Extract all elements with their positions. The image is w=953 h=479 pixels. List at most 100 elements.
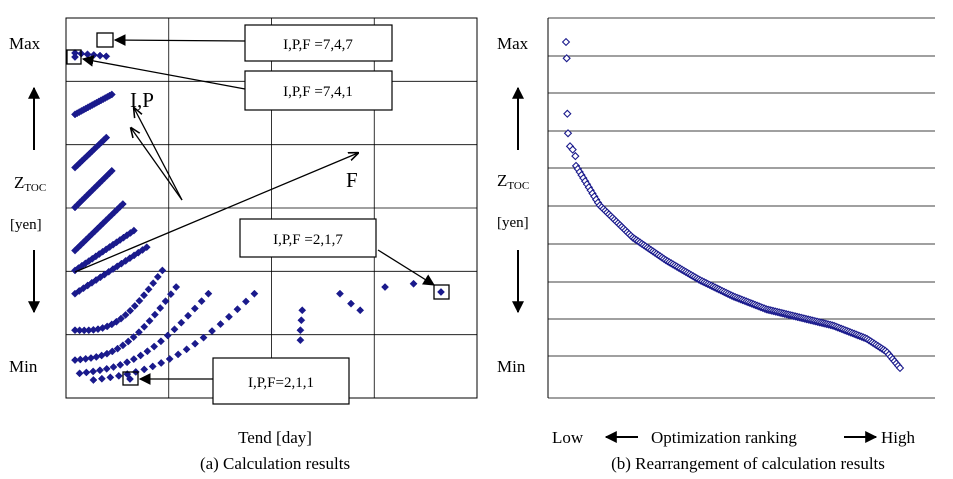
panel-b-ylabel-symbol: ZTOC (497, 171, 529, 192)
panel-a-point-23 (107, 90, 116, 99)
panel-a-point-71 (118, 200, 127, 208)
f-arrow (74, 153, 358, 273)
annotation-box-741 (244, 70, 393, 111)
panel-b-xlabel-low: Low (552, 428, 584, 447)
panel-b-xlabel-high: High (881, 428, 916, 447)
annotation-box-217 (239, 218, 377, 258)
arrow-217 (377, 249, 435, 286)
panel-a-point-180 (191, 339, 200, 348)
panel-a-ylabel-symbol: ZTOC (14, 173, 46, 194)
panel-a-ylabel-unit: [yen] (10, 217, 42, 233)
panel-a-xlabel: Tend [day] (238, 428, 312, 447)
panel-a-point-217 (437, 288, 445, 296)
panel-a-point-188 (296, 336, 305, 345)
panel-a-point-159 (150, 342, 159, 351)
panel-a-point-181 (199, 333, 208, 342)
panel-a-point-182 (208, 327, 216, 336)
panel-a-point-134 (103, 349, 111, 358)
annotation-211: I,P,F=2,1,1 (248, 375, 314, 391)
panel-a-point-107 (142, 243, 151, 252)
panel-a-point-154 (116, 360, 125, 369)
panel-a-point-89 (129, 226, 138, 235)
panel-b-point-2 (563, 109, 572, 118)
panel-a-point-183 (216, 320, 225, 329)
panel-a-point-142 (145, 316, 154, 325)
panel-a-point-190 (297, 316, 306, 325)
panel-a-point-120 (126, 306, 135, 315)
panel-a-point-184 (225, 312, 233, 321)
ip-arrow-upper (134, 108, 183, 201)
panel-a-point-193 (347, 299, 355, 308)
highlight-box-741 (66, 49, 82, 65)
panel-a-point-145 (161, 297, 170, 306)
panel-a-point-4 (96, 51, 104, 60)
panel-a-point-187 (250, 289, 259, 298)
panel-a-point-3 (89, 51, 98, 59)
panel-a-point-175 (148, 362, 157, 371)
panel-a-point-119 (121, 310, 130, 319)
panel-a-point-143 (150, 310, 159, 319)
panel-a-point-121 (130, 302, 139, 310)
panel-a-point-165 (190, 304, 199, 313)
panel-a-points (71, 49, 445, 384)
panel-b-points (561, 37, 905, 373)
arrow-747 (113, 34, 246, 46)
panel-b-ylabel-sub: TOC (507, 180, 529, 192)
panel-a-point-170 (106, 373, 115, 382)
panel-a-point-151 (95, 366, 104, 375)
panel-a-point-185 (233, 305, 242, 314)
panel-b-caption: (b) Rearrangement of calculation results (611, 454, 885, 473)
panel-a-point-189 (296, 326, 305, 335)
panel-b-grid (547, 17, 935, 399)
panel-a-point-160 (156, 337, 165, 346)
panel-a-ymax-label: Max (9, 34, 41, 53)
panel-a-caption: (a) Calculation results (200, 454, 350, 473)
panel-a-point-149 (82, 368, 91, 377)
panel-a-point-135 (108, 347, 117, 356)
panel-a-point-144 (156, 304, 165, 313)
panel-a-point-125 (149, 279, 158, 288)
annotation-box-211 (212, 357, 350, 405)
highlight-box-217 (433, 284, 450, 300)
panel-a-point-172 (123, 370, 132, 379)
panel-b-ymax-label: Max (497, 34, 529, 53)
panel-a: Max Min ZTOC [yen] Tend [day] (a) Calcul… (9, 17, 478, 473)
panel-a-point-178 (174, 350, 183, 359)
panel-a-point-2 (83, 50, 92, 59)
panel-a-point-150 (89, 367, 98, 376)
panel-a-point-117 (112, 317, 121, 326)
panel-a-ylabel-z: Z (14, 173, 24, 192)
panel-b-ylabel-unit: [yen] (497, 215, 529, 231)
panel-b-point-6 (571, 151, 580, 161)
panel-a-point-194 (356, 306, 365, 315)
panel-a-point-141 (140, 322, 149, 331)
panel-a-point-124 (144, 285, 153, 294)
panel-a-point-53 (107, 166, 116, 175)
panel-b-point-1 (562, 54, 571, 63)
panel-a-point-174 (140, 365, 149, 374)
arrow-741 (81, 55, 246, 90)
annotation-box-747 (244, 24, 393, 62)
panel-a-point-156 (129, 355, 138, 364)
panel-a-point-741 (71, 53, 79, 61)
panel-b-point-184 (895, 363, 905, 373)
panel-a-point-127 (158, 266, 167, 275)
panel-a-point-171 (114, 371, 123, 380)
highlight-box-747 (96, 32, 114, 48)
panel-a-point-126 (153, 272, 162, 281)
panel-a-point-5 (102, 52, 111, 61)
annotation-747: I,P,F =7,4,7 (283, 37, 353, 53)
panel-a-point-164 (184, 311, 193, 320)
panel-b-ylabel-z: Z (497, 171, 507, 190)
panel-a-point-118 (117, 314, 125, 323)
panel-a-point-158 (143, 347, 152, 356)
panel-a-point-152 (102, 364, 111, 373)
panel-a-point-192 (336, 289, 344, 298)
panel-a-point-191 (298, 306, 307, 315)
panel-b-ymin-label: Min (497, 357, 526, 376)
panel-a-point-122 (135, 296, 144, 305)
panel-a-point-148 (75, 369, 84, 378)
panel-b-xlabel-middle: Optimization ranking (651, 428, 797, 447)
panel-b-point-5 (568, 145, 577, 154)
panel-a-point-163 (177, 318, 186, 327)
